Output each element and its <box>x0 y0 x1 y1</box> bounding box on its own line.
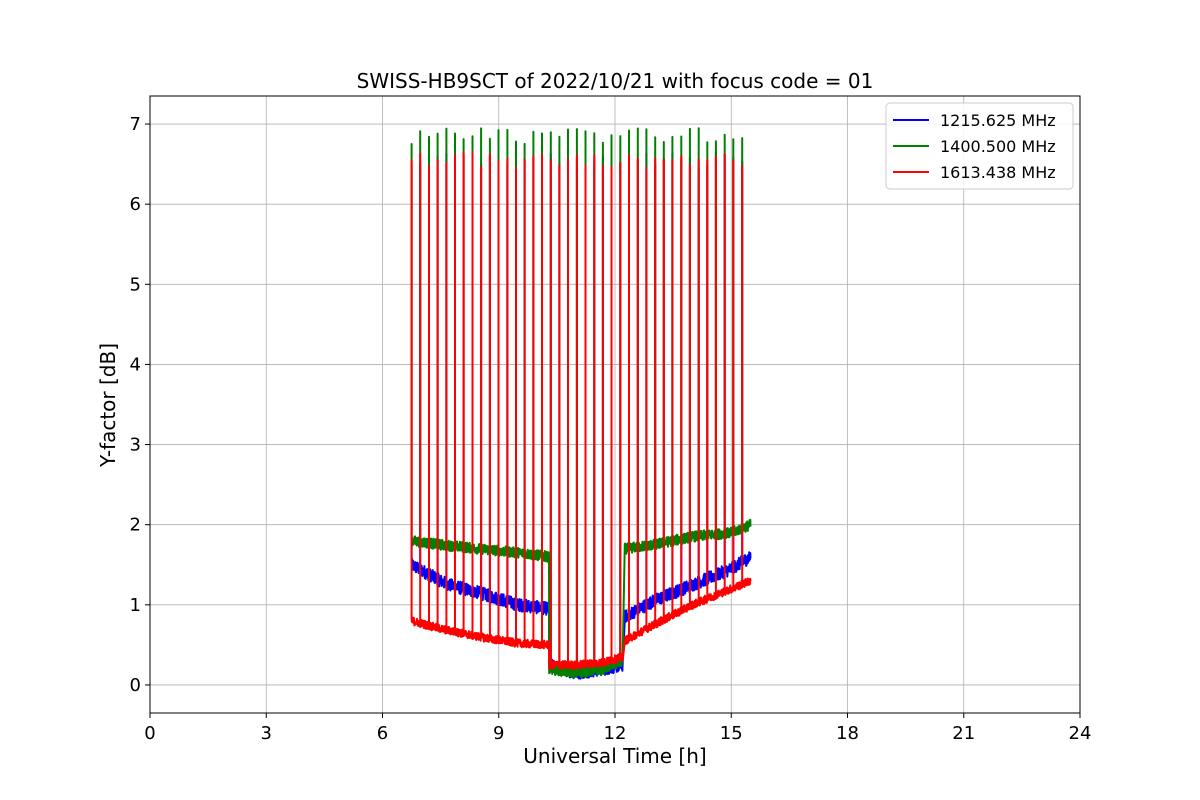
y-axis-ticks: 0 1 2 3 4 5 6 7 <box>130 114 150 696</box>
legend-label: 1400.500 MHz <box>940 137 1056 156</box>
x-tick-label: 21 <box>952 723 975 744</box>
y-tick-label: 7 <box>130 114 141 135</box>
y-tick-label: 1 <box>130 595 141 616</box>
legend: 1215.625 MHz 1400.500 MHz 1613.438 MHz <box>885 102 1074 190</box>
series-layer <box>410 127 752 680</box>
x-axis-label: Universal Time [h] <box>523 744 706 768</box>
y-tick-label: 2 <box>130 515 141 536</box>
x-tick-label: 0 <box>144 723 155 744</box>
series-line <box>410 151 752 680</box>
y-tick-label: 4 <box>130 354 141 375</box>
legend-label: 1613.438 MHz <box>940 163 1056 182</box>
y-tick-label: 0 <box>130 675 141 696</box>
x-tick-label: 3 <box>261 723 272 744</box>
y-tick-label: 3 <box>130 435 141 456</box>
plot-area <box>410 127 752 680</box>
y-axis-label: Y-factor [dB] <box>96 343 120 468</box>
x-tick-label: 15 <box>720 723 743 744</box>
chart-title: SWISS-HB9SCT of 2022/10/21 with focus co… <box>357 69 874 93</box>
x-axis-ticks: 0 3 6 9 12 15 18 21 24 <box>144 713 1091 744</box>
y-tick-label: 5 <box>130 274 141 295</box>
y-tick-label: 6 <box>130 194 141 215</box>
series-line <box>410 151 752 670</box>
legend-box <box>885 102 1074 190</box>
x-tick-label: 24 <box>1069 723 1092 744</box>
x-tick-label: 9 <box>493 723 504 744</box>
legend-label: 1215.625 MHz <box>940 111 1056 130</box>
x-tick-label: 6 <box>377 723 388 744</box>
x-tick-label: 18 <box>836 723 859 744</box>
series-line <box>410 127 752 679</box>
x-tick-label: 12 <box>604 723 627 744</box>
